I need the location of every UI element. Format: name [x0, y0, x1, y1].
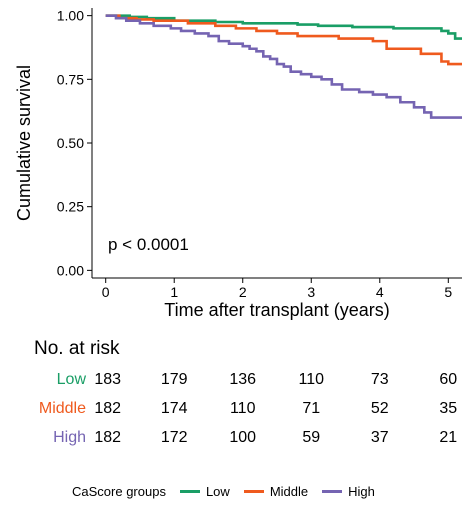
risk-value: 110: [298, 371, 324, 388]
risk-value: 174: [160, 400, 188, 417]
series-line-high: [105, 14, 462, 119]
risk-value: 183: [94, 371, 122, 388]
legend-swatch-middle: [243, 490, 264, 493]
legend-swatch-low: [179, 490, 200, 493]
legend-label-middle: Middle: [269, 484, 309, 499]
y-tick-label: 1.00: [57, 8, 84, 24]
x-tick-label: 4: [376, 284, 384, 300]
x-axis-label: Time after transplant (years): [164, 300, 389, 320]
risk-label-middle: Middle: [38, 400, 86, 417]
km-chart: 0.00 0.25 0.50 0.75 1.00 0 1 2 3 4 5 Time after tra…: [14, 8, 462, 320]
risk-value: 100: [229, 429, 257, 446]
legend-label-high: High: [348, 484, 375, 499]
risk-value: 182: [94, 429, 122, 446]
x-tick-label: 2: [239, 284, 247, 300]
x-tick-label: 3: [307, 284, 315, 300]
x-tick-label: 5: [444, 284, 452, 300]
risk-value: 37: [370, 429, 389, 446]
x-tick-label: 1: [170, 284, 178, 300]
y-tick-label: 0.75: [57, 71, 84, 87]
y-tick-label: 0.50: [57, 135, 84, 151]
risk-value: 71: [302, 400, 321, 417]
risk-value: 52: [370, 400, 389, 417]
p-value-annotation: p < 0.0001: [108, 235, 189, 254]
legend-items: Low Middle High: [166, 484, 375, 499]
risk-value: 21: [439, 429, 458, 446]
risk-label-low: Low: [56, 371, 86, 388]
legend-swatch-high: [322, 490, 343, 493]
y-axis-label: Cumulative survival: [14, 65, 34, 221]
risk-value: 182: [94, 400, 122, 417]
risk-value: 179: [160, 371, 188, 388]
risk-value: 60: [439, 371, 458, 388]
series-line-middle: [105, 14, 462, 66]
risk-value: 172: [160, 429, 188, 446]
risk-value: 110: [229, 400, 256, 417]
risk-value: 59: [302, 429, 321, 446]
risk-value: 35: [439, 400, 458, 417]
risk-value: 136: [229, 371, 257, 388]
legend-title: CaScore groups: [72, 484, 166, 499]
legend-label-low: Low: [205, 484, 230, 499]
risk-label-high: High: [53, 429, 86, 446]
risk-value: 73: [370, 371, 389, 388]
y-tick-label: 0.00: [57, 262, 84, 278]
x-tick-label: 0: [102, 284, 110, 300]
legend: CaScore groups Low Middle High: [72, 484, 375, 499]
y-tick-label: 0.25: [57, 199, 84, 215]
risk-table-title: No. at risk: [34, 338, 120, 359]
